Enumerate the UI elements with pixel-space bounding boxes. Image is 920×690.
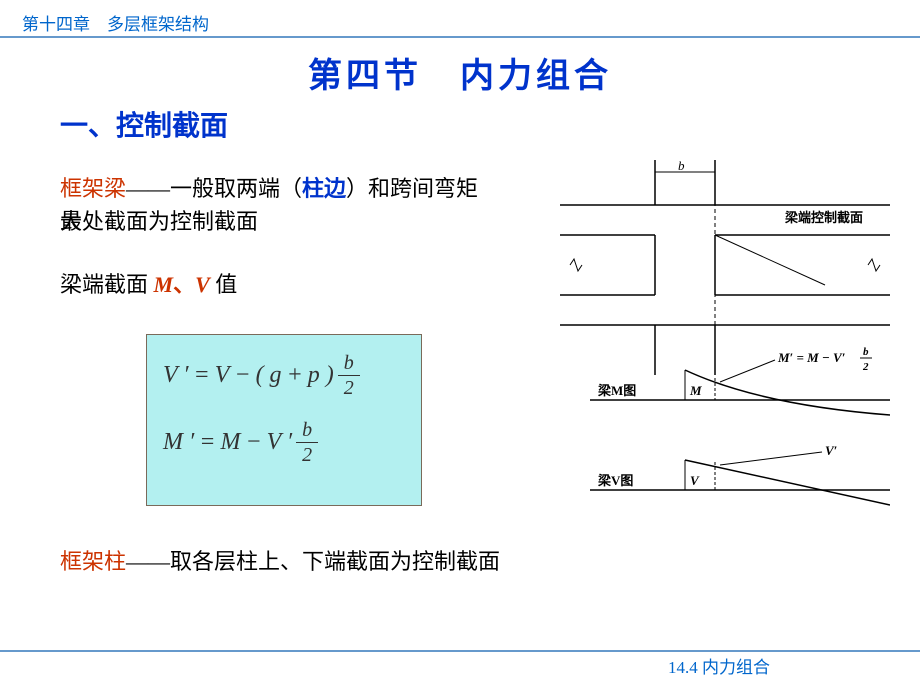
f1-minus: − (234, 362, 250, 389)
diag-mprime-num: b (863, 346, 869, 358)
mv-v: V (195, 272, 210, 297)
mv-text: 梁端截面 M、V 值 (60, 268, 237, 301)
header-divider (0, 36, 920, 38)
f1-den: 2 (338, 376, 360, 398)
diag-mprime-eq: M′ = M − V′ (777, 350, 846, 365)
f2-num: b (296, 420, 318, 443)
chapter-header: 第十四章 多层框架结构 (22, 10, 209, 35)
beam-label: 框架梁 (60, 176, 126, 201)
f2-eq: = (199, 429, 215, 456)
beam-text-line2: 大处截面为控制截面 (60, 205, 500, 238)
col-label: 框架柱 (60, 549, 126, 574)
f1-v: V (215, 362, 230, 389)
diag-v-label: V (690, 473, 700, 488)
structural-diagram: b 梁端控制截面 梁M图 M 梁V图 V V′ M′ = M − V′ b 2 (560, 160, 890, 530)
beam-paren: 柱边 (302, 176, 346, 201)
f2-m: M (220, 429, 240, 456)
formula-2: M ′ = M − V ′ b 2 (163, 420, 405, 465)
f2-frac: b 2 (296, 420, 318, 465)
f1-p: p ) (308, 362, 334, 389)
mv-sep: 、 (173, 272, 195, 297)
mv-m: M (154, 272, 174, 297)
f2-den: 2 (296, 443, 318, 465)
diag-b-label: b (678, 160, 685, 173)
diag-mprime-den: 2 (862, 361, 869, 373)
formula-box: V ′ = V − ( g + p ) b 2 M ′ = M − V ′ b … (146, 334, 422, 506)
footer-text: 14.4 内力组合 (668, 653, 770, 678)
f1-lhs: V ′ (163, 362, 188, 389)
f2-vprime: V ′ (267, 429, 292, 456)
diag-m-label: M (689, 383, 702, 398)
beam-desc-1: ——一般取两端（ (126, 176, 302, 201)
f2-minus: − (245, 429, 261, 456)
diag-ctrl-label: 梁端控制截面 (784, 210, 863, 225)
formula-1: V ′ = V − ( g + p ) b 2 (163, 353, 405, 398)
section-heading: 一、控制截面 (60, 104, 228, 144)
f2-lhs: M ′ (163, 429, 194, 456)
diag-v-diag-label: 梁V图 (597, 473, 633, 488)
page-title: 第四节 内力组合 (0, 48, 920, 97)
col-desc: ——取各层柱上、下端截面为控制截面 (126, 549, 500, 574)
diag-m-diag-label: 梁M图 (597, 383, 636, 398)
footer-divider (0, 650, 920, 652)
f1-plus: + (287, 362, 303, 389)
f1-g: ( g (256, 362, 282, 389)
mv-suffix: 值 (210, 272, 238, 297)
f1-frac: b 2 (338, 353, 360, 398)
mv-prefix: 梁端截面 (60, 272, 154, 297)
diag-vprime-label: V′ (825, 443, 838, 458)
column-text: 框架柱——取各层柱上、下端截面为控制截面 (60, 545, 500, 578)
f1-num: b (338, 353, 360, 376)
f1-eq: = (193, 362, 209, 389)
